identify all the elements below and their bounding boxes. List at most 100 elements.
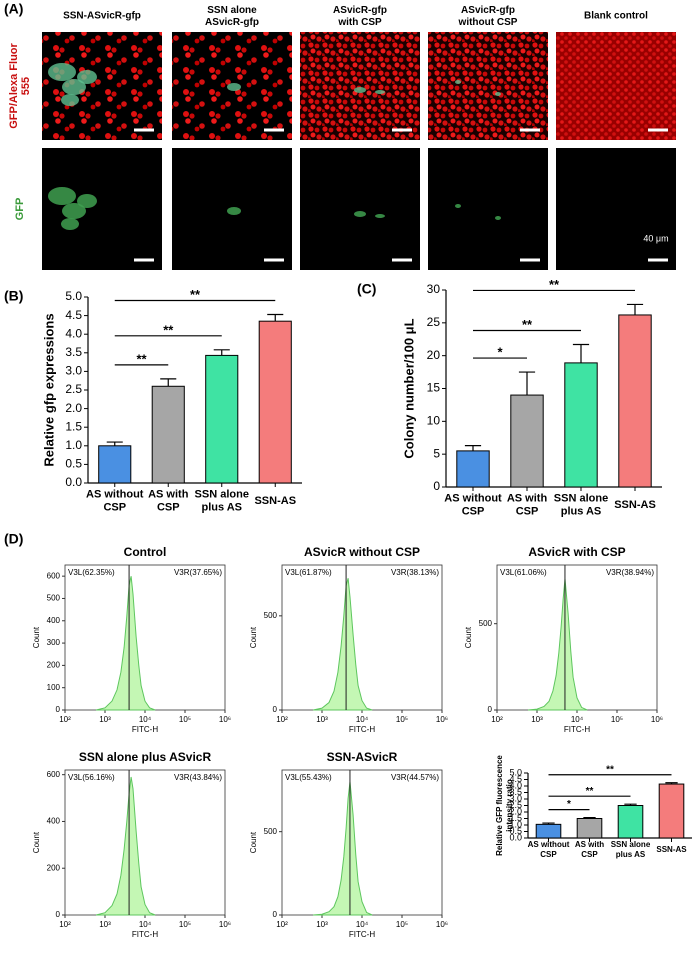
y-tick-label: 0 bbox=[56, 705, 61, 714]
chart-title: ASvicR without CSP bbox=[304, 545, 420, 559]
plot-frame bbox=[496, 564, 658, 711]
x-tick-label: SSN-AS bbox=[614, 499, 656, 511]
row-label: GFP bbox=[14, 198, 26, 221]
y-axis-label: Relative GFP fluorescenceintensity ratio bbox=[495, 755, 514, 856]
significance-label: ** bbox=[522, 317, 533, 332]
gfp-cell bbox=[77, 70, 97, 84]
bar bbox=[151, 385, 185, 484]
gfp-cell bbox=[62, 203, 86, 219]
histogram-area bbox=[95, 776, 156, 916]
y-axis-label: Count bbox=[32, 626, 41, 648]
panel-label: (A) bbox=[4, 1, 23, 17]
y-tick-label: 2.5 bbox=[509, 800, 522, 810]
gfp-cell bbox=[375, 214, 385, 218]
error-bar bbox=[464, 445, 482, 451]
panel-label: (D) bbox=[4, 531, 23, 547]
y-axis-label: Count bbox=[249, 626, 258, 648]
gate-label: V3L(62.35%) bbox=[68, 568, 115, 577]
y-tick-label: 1.0 bbox=[509, 819, 522, 829]
bar bbox=[576, 818, 603, 839]
y-tick-label: 0 bbox=[273, 705, 278, 714]
y-tick-label: 0.5 bbox=[65, 457, 82, 471]
y-tick-label: 100 bbox=[47, 683, 61, 692]
y-tick-label: 400 bbox=[47, 817, 61, 826]
gate-label: V3R(44.57%) bbox=[391, 773, 439, 782]
x-tick-label: 10⁴ bbox=[139, 715, 152, 724]
y-tick-label: 500 bbox=[264, 827, 278, 836]
y-tick-label: 3.5 bbox=[65, 345, 82, 359]
panel-label: (C) bbox=[357, 281, 376, 297]
y-tick-label: 0 bbox=[56, 910, 61, 919]
error-bar bbox=[583, 816, 596, 819]
gate-label: V3R(38.13%) bbox=[391, 568, 439, 577]
gfp-cell bbox=[354, 211, 366, 217]
gate-label: V3R(37.65%) bbox=[174, 568, 222, 577]
y-tick-label: 5.0 bbox=[65, 289, 82, 303]
error-bar bbox=[542, 822, 555, 825]
x-axis-label: FITC-H bbox=[564, 725, 590, 734]
gfp-cell bbox=[455, 80, 461, 84]
bar bbox=[618, 314, 652, 488]
x-tick-label: 10⁶ bbox=[219, 715, 231, 724]
x-tick-label: SSN alone plus AS bbox=[195, 488, 249, 513]
gate-label: V3L(56.16%) bbox=[68, 773, 115, 782]
gate-label: V3R(38.94%) bbox=[606, 568, 654, 577]
y-tick-label: 0 bbox=[433, 479, 440, 493]
x-tick-label: AS without CSP bbox=[528, 840, 570, 859]
error-bar bbox=[267, 313, 284, 322]
histogram-area bbox=[312, 578, 373, 711]
plot-frame bbox=[64, 564, 226, 711]
y-tick-label: 3.5 bbox=[509, 787, 522, 797]
gate-label: V3L(61.06%) bbox=[500, 568, 547, 577]
x-tick-label: AS with CSP bbox=[148, 488, 189, 513]
error-bar bbox=[160, 378, 177, 387]
y-tick-label: 2.0 bbox=[509, 806, 522, 816]
error-bar bbox=[518, 371, 536, 396]
x-axis-label: FITC-H bbox=[132, 725, 158, 734]
x-tick-label: SSN-AS bbox=[254, 495, 296, 507]
gfp-cell bbox=[62, 79, 86, 95]
histogram-area bbox=[528, 578, 588, 711]
significance-label: ** bbox=[586, 786, 594, 797]
y-tick-label: 300 bbox=[47, 638, 61, 647]
y-tick-label: 4.5 bbox=[65, 308, 82, 322]
x-tick-label: 10³ bbox=[531, 715, 543, 724]
y-tick-label: 4.5 bbox=[509, 774, 522, 784]
x-tick-label: 10⁵ bbox=[396, 715, 408, 724]
x-tick-label: 10⁵ bbox=[179, 715, 191, 724]
chart-title: Control bbox=[124, 545, 167, 559]
y-tick-label: 0.0 bbox=[65, 475, 82, 489]
y-tick-label: 500 bbox=[264, 611, 278, 620]
bar bbox=[205, 354, 239, 484]
micrograph bbox=[42, 32, 162, 140]
error-bar bbox=[624, 803, 637, 806]
x-tick-label: 10⁵ bbox=[396, 920, 408, 929]
micrograph bbox=[556, 32, 676, 140]
gate-label: V3L(61.87%) bbox=[285, 568, 332, 577]
bar bbox=[510, 394, 544, 488]
y-tick-label: 500 bbox=[479, 619, 493, 628]
x-axis-label: FITC-H bbox=[349, 725, 375, 734]
plot-frame bbox=[281, 564, 443, 711]
gfp-cell bbox=[495, 92, 501, 96]
histogram-area bbox=[95, 576, 156, 711]
gfp-cell bbox=[48, 63, 76, 81]
y-tick-label: 2.5 bbox=[65, 382, 82, 396]
x-tick-label: 10⁶ bbox=[651, 715, 663, 724]
row-label: GFP/Alexa Fluor555 bbox=[8, 42, 32, 128]
micrograph bbox=[428, 32, 548, 140]
micrograph bbox=[42, 148, 162, 270]
y-tick-label: 600 bbox=[47, 571, 61, 580]
panel-label: (B) bbox=[4, 288, 23, 304]
gfp-cell bbox=[227, 207, 241, 215]
y-tick-label: 5 bbox=[433, 446, 440, 460]
y-axis-label: Count bbox=[249, 831, 258, 853]
y-tick-label: 1.5 bbox=[65, 419, 82, 433]
y-tick-label: 200 bbox=[47, 863, 61, 872]
y-tick-label: 400 bbox=[47, 616, 61, 625]
micrograph bbox=[556, 148, 676, 270]
gfp-cell bbox=[61, 218, 79, 230]
bar bbox=[617, 805, 644, 839]
bar bbox=[564, 362, 598, 488]
y-tick-label: 3.0 bbox=[509, 793, 522, 803]
